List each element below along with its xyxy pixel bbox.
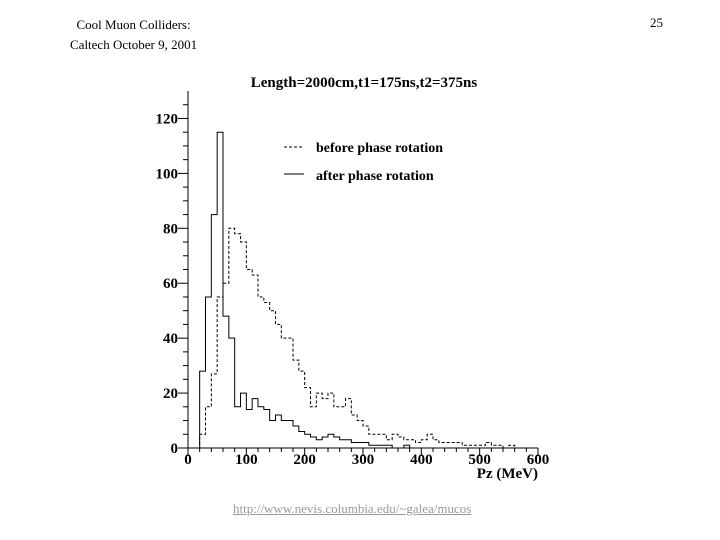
legend-label-after: after phase rotation [316, 169, 434, 184]
y-tick-label: 80 [163, 221, 178, 237]
y-tick-label: 20 [163, 386, 178, 402]
chart-title: Length=2000cm,t1=175ns,t2=375ns [251, 75, 478, 91]
x-tick-label: 300 [352, 452, 375, 468]
x-tick-label: 400 [410, 452, 433, 468]
x-tick-label: 500 [468, 452, 491, 468]
series-before-phase-rotation [188, 227, 538, 449]
header-date: Caltech October 9, 2001 [70, 37, 198, 52]
x-tick-label: 100 [235, 452, 258, 468]
legend-label-before: before phase rotation [316, 141, 443, 156]
x-tick-label: 200 [293, 452, 316, 468]
y-tick-label: 40 [163, 331, 178, 347]
x-tick-label: 0 [184, 452, 192, 468]
footer-link[interactable]: http://www.nevis.columbia.edu/~galea/muc… [233, 501, 472, 516]
y-tick-label: 60 [163, 276, 178, 292]
y-tick-label: 120 [156, 111, 179, 127]
series-after-phase-rotation [188, 131, 538, 449]
page-number: 25 [650, 15, 663, 30]
y-tick-label: 0 [171, 441, 179, 457]
y-tick-label: 100 [156, 166, 179, 182]
series-layer [188, 131, 538, 449]
slide-header: Cool Muon Colliders: Caltech October 9, … [70, 15, 197, 55]
x-tick-label: 600 [527, 452, 550, 468]
header-title: Cool Muon Colliders: [76, 17, 191, 32]
legend: before phase rotation after phase rotati… [284, 141, 443, 184]
axes: 0 20 40 60 80 100 120 0 100 200 300 400 500 600 [156, 91, 550, 468]
x-axis-label: Pz (MeV) [477, 466, 538, 482]
